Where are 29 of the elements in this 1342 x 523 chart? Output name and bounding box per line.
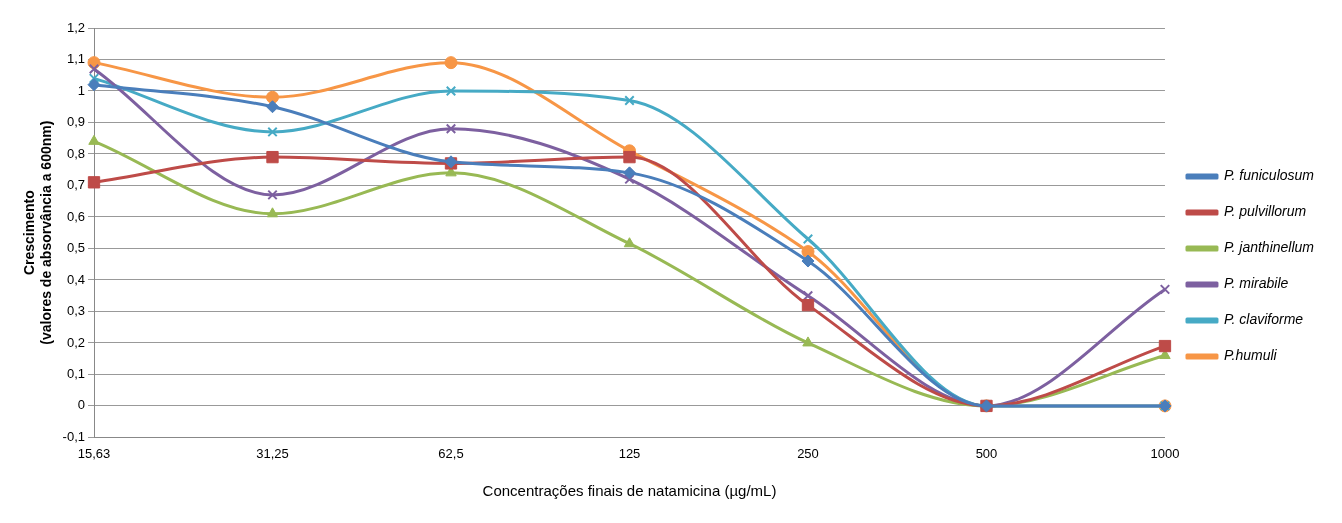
y-tick-label: 0 [77,397,85,413]
x-tick-label: 125 [618,445,641,461]
y-tick-label: 0,8 [66,145,85,161]
legend-label: P. claviforme [1223,311,1304,328]
y-tick-label: 0,5 [66,240,85,256]
y-tick-label: 0,3 [66,303,85,319]
x-tick-label: 62,5 [438,445,464,461]
y-tick-label: 1 [77,82,85,98]
y-tick-label: 1,2 [66,19,85,35]
x-tick-label: 1000 [1150,445,1180,461]
x-tick-label: 31,25 [256,445,289,461]
legend-label: P. janthinellum [1223,239,1315,256]
y-tick-label: -0,1 [62,428,85,444]
x-tick-label: 15,63 [77,445,111,461]
y-tick-label: 0,7 [66,177,85,193]
x-tick-label: 250 [797,445,819,461]
y-tick-label: 0,2 [66,334,85,350]
legend-label: P. pulvillorum [1223,203,1307,220]
x-axis-title: Concentrações finais de natamicina (µg/mL) [482,482,777,500]
legend-label: P. mirabile [1223,275,1289,292]
y-tick-label: 0,4 [66,271,85,287]
legend-label: P.humuli [1223,347,1278,364]
y-tick-label: 0,9 [66,114,85,130]
y-axis-title: Crescimento (valores de absorvância a 600nm) [21,120,55,345]
x-tick-label: 500 [975,445,998,461]
legend-label: P. funiculosum [1223,167,1315,184]
y-tick-label: 0,1 [66,365,85,381]
y-tick-label: 1,1 [66,51,85,67]
y-tick-label: 0,6 [66,208,85,224]
